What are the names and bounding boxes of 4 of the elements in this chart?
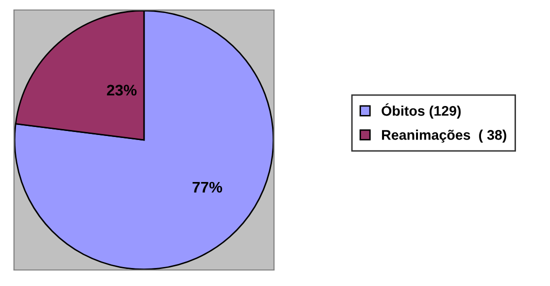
data-label: 23% [106,84,137,96]
data-label: 77% [192,182,222,193]
legend-label: Reanimações ( 38) [382,130,506,143]
legend-label: Óbitos (129) [382,103,461,119]
